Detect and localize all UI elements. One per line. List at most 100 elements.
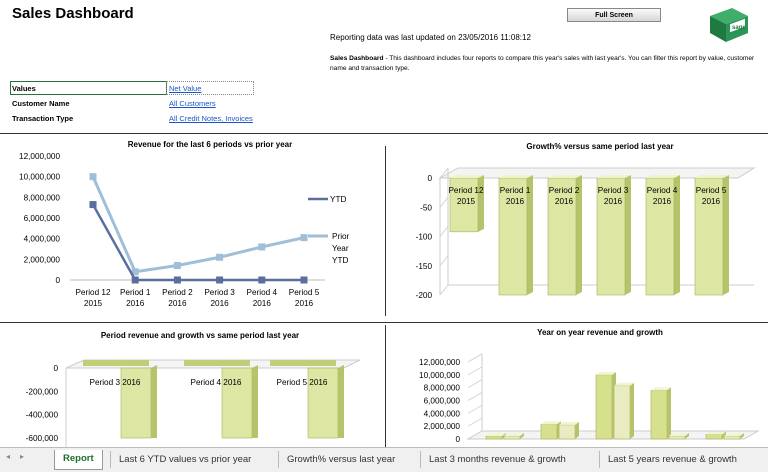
page-title: Sales Dashboard [12,5,134,22]
chart2-x-tick-label: 2016 [604,197,623,206]
chart4-gridline [467,392,483,401]
chart3-x-tick-label: Period 4 2016 [191,378,242,387]
chart2-gridline [439,197,449,208]
filter-link-transaction-type[interactable]: All Credit Notes, Invoices [169,114,253,123]
chart4-title: Year on year revenue and growth [537,328,663,337]
chart4-bar-side [740,433,744,439]
chart4-bar-top [504,433,524,436]
chart1-legend-prior: Prior [332,232,350,241]
chart4-y-tick-label: 12,000,000 [419,358,460,367]
chart4-y-tick-label: 0 [455,435,460,444]
chart1-ytd-point [89,201,97,209]
year-on-year-bar-chart: 12,000,000 10,000,000 8,000,000 6,000,000 4,… [419,353,760,444]
tab-prev-icon[interactable]: ◂ [6,452,11,461]
chart1-ytd-point [216,276,224,284]
chart2-bar-top [450,175,484,178]
tab-next-icon[interactable]: ▸ [20,452,25,461]
chart1-y-tick-label: 4,000,000 [24,235,61,244]
chart1-x-tick-label: 2015 [84,299,103,308]
chart1-ytd-line [91,203,304,282]
chart1-ytd-point [258,276,266,284]
chart1-legend-ytd: YTD [330,195,346,204]
section-divider-top [0,133,768,134]
chart2-bar-top [548,175,582,178]
values-cell-border [166,81,254,95]
chart1-ytd-point [300,276,308,284]
tab-report[interactable]: Report [54,450,103,470]
tab-growth[interactable]: Growth% versus last year [278,451,403,468]
chart4-bar-top [669,433,689,436]
chart4-bar-side [630,382,634,439]
filter-label-transaction-type: Transaction Type [12,114,74,123]
chart1-ytd-point [131,276,139,284]
chart2-bar-side [576,175,582,295]
chart1-x-tick-label: 2016 [295,299,314,308]
chart2-bar-side [527,175,533,295]
filter-label-customer: Customer Name [12,99,70,108]
chart2-x-tick-label: Period 1 [500,186,531,195]
chart4-bar [558,424,576,440]
chart4-bar [705,434,723,440]
chart4-bar-side [575,421,579,439]
chart1-y-tick-label: 8,000,000 [24,193,61,202]
chart4-bar-top [596,371,616,375]
chart1-ytd-point [173,276,181,284]
tab-last-3-months[interactable]: Last 3 months revenue & growth [420,451,574,468]
logo-text: sage [732,25,746,31]
chart2-bar-top [695,175,729,178]
chart2-x-tick-label: Period 2 [549,186,580,195]
chart4-gridline [467,417,483,427]
section-divider-vertical-top [385,146,386,316]
chart4-y-tick-label: 2,000,000 [424,422,461,431]
chart2-bar-top [499,175,533,178]
filter-label-values: Values [12,84,36,93]
chart2-bar [694,177,724,296]
description-text: - This dashboard includes four reports t… [330,55,755,72]
full-screen-button[interactable]: Full Screen [567,8,661,22]
filter-link-customer[interactable]: All Customers [169,99,216,108]
chart4-bar [723,435,741,440]
tab-last-5-years[interactable]: Last 5 years revenue & growth [599,451,745,468]
chart4-gridline [467,379,483,389]
chart2-y-tick-label: -50 [420,203,432,212]
chart1-prior-year-point [300,234,308,242]
chart4-bar-top [651,387,671,391]
chart2-y-tick-label: -150 [416,262,433,271]
chart3-title: Period revenue and growth vs same period… [100,331,300,340]
chart1-prior-year-point [89,173,97,181]
chart2-y-tick-label: -100 [416,233,433,242]
chart2-title: Growth% versus same period last year [526,142,674,151]
filter-link-values[interactable]: Net Value [169,84,202,93]
chart2-bar [596,177,626,296]
chart1-prior-year-line [91,176,305,274]
chart2-bar-side [625,175,631,295]
chart4-y-tick-label: 6,000,000 [424,397,461,406]
chart2-x-tick-label: 2016 [555,197,574,206]
chart1-x-tick-label: Period 4 [247,288,278,297]
chart4-bar-side [667,387,671,439]
chart3-bar-top [270,360,336,366]
chart3-y-tick-label: -200,000 [26,387,59,396]
tab-last-6-ytd[interactable]: Last 6 YTD values vs prior year [110,451,259,468]
chart1-x-tick-label: Period 5 [289,288,320,297]
chart3-bar-top [83,360,149,366]
chart1-y-tick-label: 10,000,000 [19,173,60,182]
chart1-x-tick-label: 2016 [168,299,187,308]
chart2-bar [498,177,528,296]
chart4-bar [668,435,686,440]
chart1-legend-prior: Year [332,244,349,253]
chart4-bar-top [724,433,744,436]
chart3-bar-side [338,365,344,438]
chart1-x-tick-label: 2016 [126,299,145,308]
chart2-x-tick-label: Period 12 [448,186,483,195]
chart4-gridline [467,353,483,363]
chart2-x-tick-label: 2016 [702,197,721,206]
chart4-bar [613,385,631,440]
chart4-bar-top [486,433,506,436]
chart4-bar-top [706,431,726,435]
chart2-bar-top [597,175,631,178]
chart1-x-tick-label: Period 1 [120,288,151,297]
chart3-y-tick-label: -600,000 [26,434,59,443]
chart3-bar-side [151,365,157,438]
chart3-y-tick-label: 0 [53,364,58,373]
